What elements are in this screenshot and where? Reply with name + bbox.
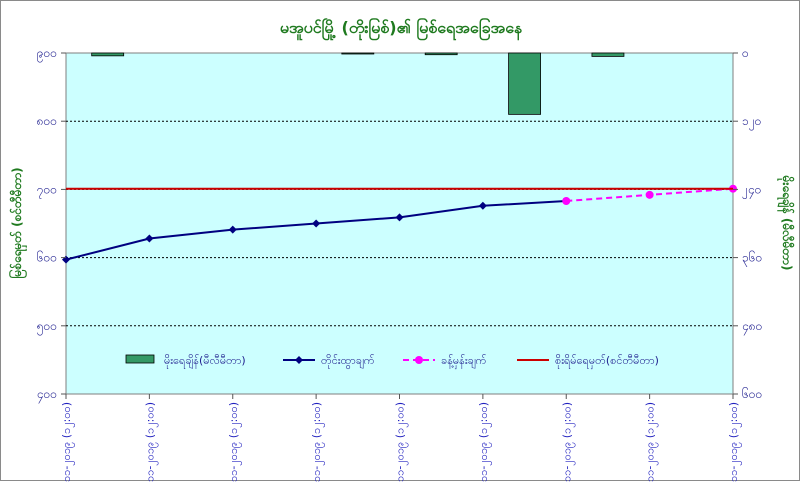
measured-point: [312, 219, 321, 228]
measured-point: [145, 234, 154, 243]
chart-title: မအူပင်မြို့ (တိုးမြစ်)၏ မြစ်ရေအခြေအနေ: [280, 17, 523, 41]
rain-bar: [341, 52, 375, 55]
plot-area: [65, 52, 734, 395]
y-left-tick-label: ၅၀၀: [37, 319, 57, 336]
rain-bar: [508, 52, 541, 115]
legend-label: တိုင်းထွာချက်: [321, 354, 375, 369]
x-tick-label: ၁၄-၁၁-၂၀၁၉ (၁၂:၀၀): [477, 402, 492, 482]
y-left-tick-label: ၈၀၀: [37, 114, 57, 128]
y-right-tick-label: ၀: [742, 46, 749, 60]
legend-label: မိုးရေချိန်(မီလီမီတာ): [164, 354, 246, 369]
rain-bar: [91, 52, 125, 57]
x-tick-label: ၁၁-၁၁-၂၀၁၉ (၁၂:၀၀): [227, 402, 242, 482]
measured-point: [478, 201, 487, 210]
y-left-tick-label: ၆၀၀: [37, 250, 57, 265]
x-tick-label: ၉-၁၁-၂၀၁၉ (၁၂:၀၀): [60, 402, 75, 482]
x-tick-label: ၁၃-၁၁-၂၀၁၉ (၁၂:၀၀): [394, 402, 409, 482]
measured-point: [228, 225, 237, 234]
rain-bar: [424, 52, 458, 56]
y-right-axis-title: မိုးရေချိန် (မီလီမီတာ): [776, 175, 796, 271]
y-right-tick-label: ၁၂၀: [742, 114, 761, 131]
forecast-point: [562, 196, 571, 205]
y-left-axis-title: မြစ်ရေမှတ် (စင်တီမီတာ): [7, 167, 28, 278]
y-right-tick-label: ၄၈၀: [742, 319, 762, 336]
x-tick-label: ၁၆-၁၁-၂၀၁၉ (၁၂:၀၀): [644, 402, 659, 482]
y-left-tick-label: ၇၀၀: [37, 182, 57, 199]
x-tick-label: ၁၅-၁၁-၂၀၁၉ (၁၂:၀၀): [560, 402, 575, 482]
forecast-point: [645, 190, 654, 199]
x-tick-label: ၁၀-၁၁-၂၀၁၉ (၁၂:၀၀): [143, 402, 158, 482]
y-right-tick-label: ၂၄၀: [742, 182, 761, 199]
legend-label: စိုးရိမ်ရေမှတ်(စင်တီမီတာ): [555, 354, 659, 369]
x-tick-label: ၁၂-၁၁-၂၀၁၉ (၁၂:၀၀): [310, 402, 325, 482]
y-right-tick-label: ၃၆၀: [742, 250, 762, 268]
legend-marker: [295, 356, 303, 364]
y-right-tick-label: ၆၀၀: [742, 386, 762, 401]
legend-swatch-rain: [125, 354, 155, 364]
rain-bar: [591, 52, 625, 57]
measured-point: [395, 213, 404, 222]
legend-label: ခန့်မှန်းချက်: [441, 354, 487, 369]
y-left-tick-label: ၉၀၀: [37, 46, 57, 63]
legend-marker: [415, 356, 423, 364]
y-left-tick-label: ၄၀၀: [37, 387, 57, 404]
x-tick-label: ၁၇-၁၁-၂၀၁၉ (၁၂:၀၀): [727, 402, 742, 482]
